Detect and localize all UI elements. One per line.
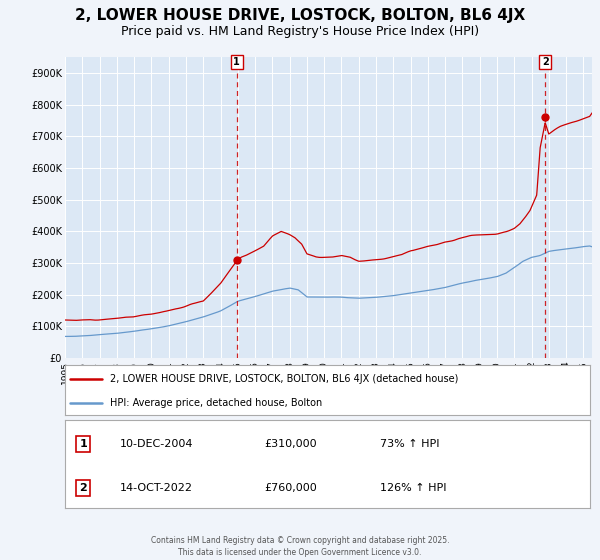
Text: Contains HM Land Registry data © Crown copyright and database right 2025.
This d: Contains HM Land Registry data © Crown c… [151,536,449,557]
Text: 126% ↑ HPI: 126% ↑ HPI [380,483,446,493]
Text: 2: 2 [79,483,87,493]
Text: 10-DEC-2004: 10-DEC-2004 [120,439,194,449]
Text: 14-OCT-2022: 14-OCT-2022 [120,483,193,493]
Text: £760,000: £760,000 [265,483,317,493]
Text: 2: 2 [542,57,548,67]
Text: 1: 1 [233,57,240,67]
Text: £310,000: £310,000 [265,439,317,449]
Text: Price paid vs. HM Land Registry's House Price Index (HPI): Price paid vs. HM Land Registry's House … [121,25,479,38]
Text: HPI: Average price, detached house, Bolton: HPI: Average price, detached house, Bolt… [110,398,322,408]
Text: 1: 1 [79,439,87,449]
Text: 2, LOWER HOUSE DRIVE, LOSTOCK, BOLTON, BL6 4JX: 2, LOWER HOUSE DRIVE, LOSTOCK, BOLTON, B… [75,8,525,24]
Text: 73% ↑ HPI: 73% ↑ HPI [380,439,439,449]
Text: 2, LOWER HOUSE DRIVE, LOSTOCK, BOLTON, BL6 4JX (detached house): 2, LOWER HOUSE DRIVE, LOSTOCK, BOLTON, B… [110,374,458,384]
